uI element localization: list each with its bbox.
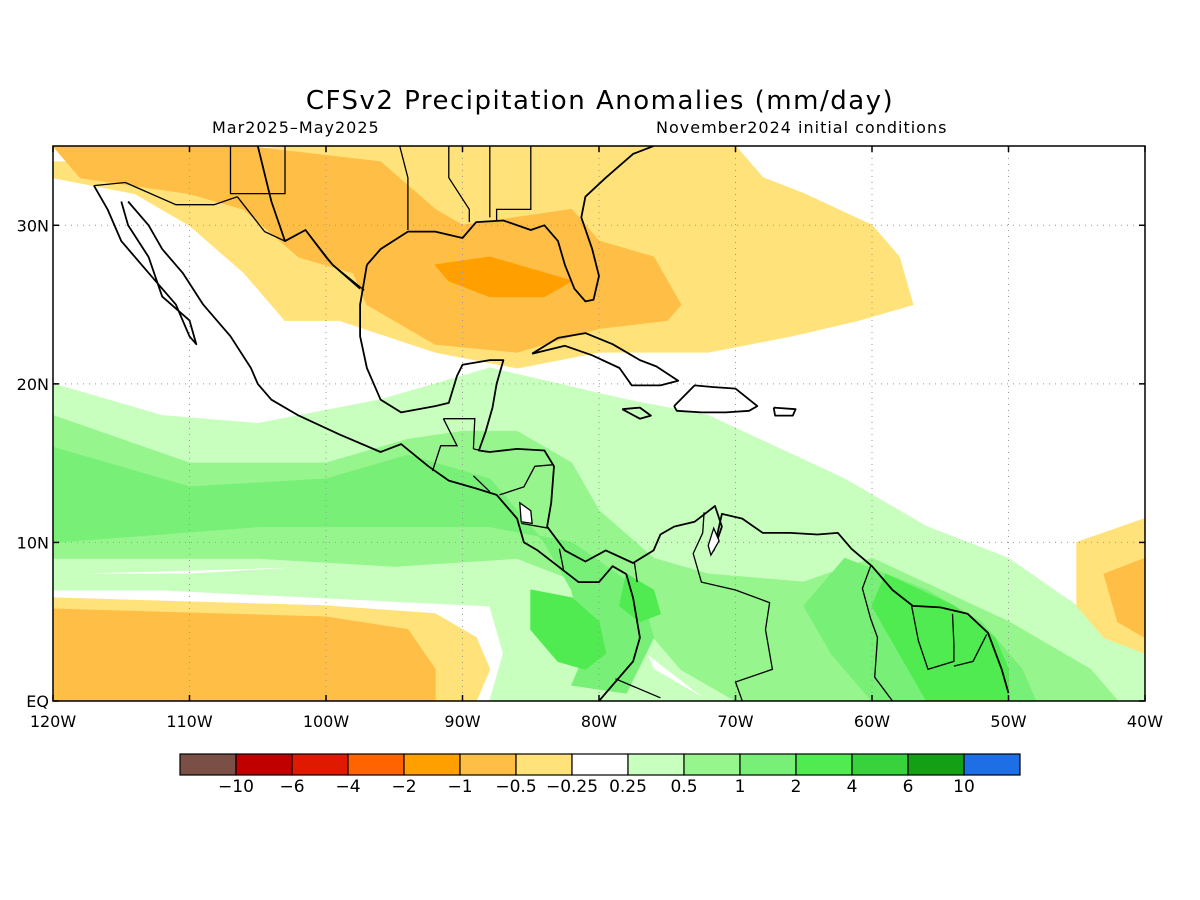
anomaly-region-12 — [434, 256, 573, 298]
colorbar-label-6: −0.25 — [545, 777, 599, 797]
coastline-0 — [93, 185, 198, 346]
gridlines — [53, 146, 1145, 701]
lon-label-8: 40W — [1127, 712, 1163, 731]
colorbar-swatch-3 — [347, 753, 405, 776]
lat-label-3: 30N — [17, 216, 49, 235]
lake-0 — [707, 526, 720, 557]
colorbar-label-5: −0.5 — [495, 777, 537, 797]
initial-conditions: November2024 initial conditions — [656, 118, 948, 137]
coastline-4 — [531, 332, 680, 387]
lat-label-2: 20N — [17, 375, 49, 394]
coastline-1 — [127, 200, 641, 701]
colorbar-label-2: −4 — [335, 777, 361, 797]
border-7 — [443, 418, 476, 449]
border-1 — [236, 196, 365, 291]
colorbar-swatch-10 — [739, 753, 797, 776]
map-title: CFSv2 Precipitation Anomalies (mm/day) — [305, 86, 895, 116]
border-18 — [910, 605, 955, 671]
colorbar-swatch-14 — [963, 753, 1021, 776]
lon-label-5: 70W — [717, 712, 753, 731]
colorbar-label-13: 10 — [953, 777, 975, 797]
coastline-6 — [673, 384, 759, 414]
colorbar-swatch-9 — [683, 753, 741, 776]
border-3 — [399, 146, 409, 230]
colorbar-swatch-4 — [403, 753, 461, 776]
border-0 — [93, 181, 238, 206]
colorbar-label-11: 4 — [846, 777, 858, 797]
anomaly-fills — [53, 146, 1145, 701]
forecast-period: Mar2025–May2025 — [212, 118, 380, 137]
lon-label-6: 60W — [854, 712, 890, 731]
coastline-3 — [366, 146, 654, 303]
anomaly-region-5 — [53, 446, 655, 694]
coastline-5 — [621, 406, 652, 420]
colorbar-swatch-6 — [515, 753, 573, 776]
lon-label-7: 50W — [990, 712, 1026, 731]
colorbar-label-4: −1 — [447, 777, 473, 797]
lat-label-1: 10N — [17, 533, 49, 552]
colorbar-label-8: 0.5 — [670, 777, 698, 797]
lat-label-0: EQ — [26, 692, 49, 711]
border-6 — [495, 146, 532, 221]
colorbar-swatch-2 — [291, 753, 349, 776]
lon-label-1: 110W — [166, 712, 213, 731]
colorbar-swatch-13 — [907, 753, 965, 776]
border-13 — [558, 548, 565, 570]
anomaly-region-11 — [53, 146, 682, 353]
border-4 — [448, 146, 470, 223]
lon-label-3: 90W — [444, 712, 480, 731]
colorbar-swatch-5 — [459, 753, 517, 776]
anomaly-region-14 — [1103, 557, 1145, 639]
colorbar-swatch-1 — [235, 753, 293, 776]
border-11 — [499, 464, 555, 496]
colorbar-label-12: 6 — [902, 777, 914, 797]
border-10 — [472, 475, 491, 493]
lon-label-4: 80W — [581, 712, 617, 731]
anomaly-region-7 — [871, 573, 1009, 701]
map-boundaries — [93, 146, 1010, 701]
colorbar-label-7: 0.25 — [609, 777, 647, 797]
lon-label-2: 100W — [303, 712, 350, 731]
border-2 — [229, 146, 286, 195]
border-17 — [861, 565, 894, 701]
colorbar-label-10: 2 — [790, 777, 802, 797]
colorbar-swatch-8 — [627, 753, 685, 776]
lake-1 — [519, 501, 533, 525]
colorbar-swatch-12 — [851, 753, 909, 776]
border-19 — [953, 634, 988, 667]
colorbar-swatch-7 — [571, 753, 629, 776]
anomaly-region-8 — [530, 589, 607, 670]
colorbar-swatch-11 — [795, 753, 853, 776]
border-15 — [615, 678, 661, 699]
coastline-7 — [772, 406, 797, 417]
colorbar-swatch-0 — [179, 753, 237, 776]
axes: 120W 110W 100W 90W 80W 70W 60W 50W 40W EQ 10N 20N 30… — [17, 146, 1163, 731]
border-12 — [521, 522, 549, 529]
colorbar-label-0: −10 — [218, 777, 254, 797]
border-14 — [633, 562, 638, 583]
border-16 — [692, 512, 774, 701]
border-8 — [431, 418, 459, 472]
border-9 — [473, 448, 488, 453]
colorbar-label-1: −6 — [279, 777, 305, 797]
colorbar-label-9: 1 — [734, 777, 746, 797]
colorbar-label-3: −2 — [391, 777, 417, 797]
coastline-2 — [359, 264, 1010, 694]
colorbar — [179, 753, 1021, 776]
anomaly-region-1 — [53, 608, 436, 701]
lon-label-0: 120W — [30, 712, 77, 731]
